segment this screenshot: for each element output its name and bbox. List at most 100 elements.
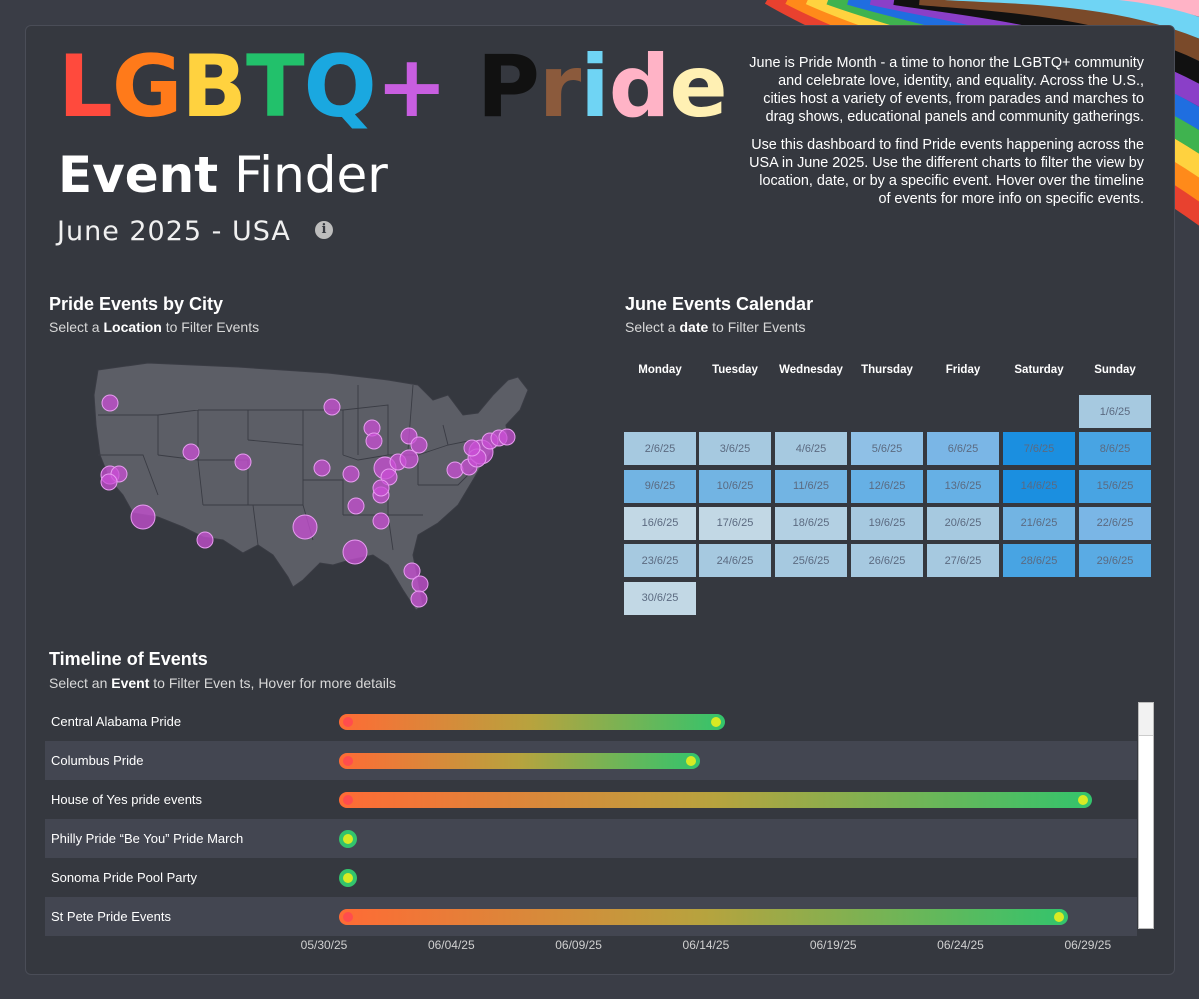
city-event-marker[interactable] — [130, 504, 156, 530]
event-name[interactable]: Columbus Pride — [51, 753, 144, 768]
subtitle-light: Finder — [234, 146, 388, 204]
city-event-marker[interactable] — [313, 459, 331, 477]
city-event-marker[interactable] — [498, 428, 516, 446]
map-sub-post: to Filter Events — [161, 319, 260, 335]
calendar-day-cell[interactable]: 18/6/25 — [775, 506, 847, 540]
timeline-row[interactable]: House of Yes pride events — [45, 780, 1137, 819]
title-letter: B — [181, 37, 247, 137]
title-letter: P — [476, 37, 540, 137]
usa-map[interactable] — [88, 355, 538, 615]
event-duration-bar[interactable] — [339, 792, 1092, 808]
weekday-header: Saturday — [1014, 364, 1064, 376]
dashboard-title: LGBTQ+ Pride — [58, 37, 728, 137]
map-section-title: Pride Events by City — [49, 294, 224, 314]
title-letter: T — [245, 37, 305, 137]
calendar-day-cell[interactable]: 11/6/25 — [775, 469, 847, 503]
city-event-marker[interactable] — [234, 453, 252, 471]
timeline-row[interactable]: Central Alabama Pride — [45, 702, 1137, 741]
timeline-section-title: Timeline of Events — [49, 649, 208, 669]
axis-tick-label: 05/30/25 — [300, 938, 348, 952]
city-event-marker[interactable] — [347, 497, 365, 515]
title-letter — [447, 44, 477, 130]
calendar-day-cell[interactable]: 21/6/25 — [1003, 506, 1075, 540]
calendar-day-cell[interactable]: 24/6/25 — [699, 544, 771, 578]
event-end-dot — [1078, 795, 1088, 805]
city-event-marker[interactable] — [342, 539, 368, 565]
city-event-marker[interactable] — [292, 514, 318, 540]
event-start-dot — [343, 912, 353, 922]
event-name[interactable]: House of Yes pride events — [51, 792, 203, 807]
axis-tick-label: 06/09/25 — [555, 938, 602, 952]
weekday-header: Thursday — [861, 364, 913, 376]
calendar-day-cell[interactable]: 25/6/25 — [775, 544, 847, 578]
timeline-sub-post: to Filter Even ts, Hover for more detail… — [149, 675, 397, 691]
calendar-day-cell[interactable]: 28/6/25 — [1003, 544, 1075, 578]
event-duration-bar[interactable] — [339, 714, 725, 730]
city-event-marker[interactable] — [323, 398, 341, 416]
city-event-marker[interactable] — [411, 575, 429, 593]
event-duration-bar[interactable] — [339, 753, 700, 769]
timeline-row[interactable]: Philly Pride “Be You” Pride March — [45, 819, 1137, 858]
city-event-marker[interactable] — [399, 449, 419, 469]
event-name[interactable]: Central Alabama Pride — [51, 714, 182, 729]
city-event-marker[interactable] — [410, 590, 428, 608]
event-name[interactable]: Sonoma Pride Pool Party — [51, 870, 197, 885]
calendar-day-cell[interactable]: 19/6/25 — [851, 506, 923, 540]
calendar-day-cell[interactable]: 29/6/25 — [1079, 544, 1151, 578]
calendar-day-cell[interactable]: 3/6/25 — [699, 432, 771, 466]
city-event-marker[interactable] — [410, 436, 428, 454]
calendar-sub-post: to Filter Events — [708, 319, 806, 335]
title-letter: L — [58, 37, 113, 137]
calendar-day-cell[interactable]: 1/6/25 — [1079, 395, 1151, 428]
title-letter: r — [538, 37, 581, 137]
calendar-day-cell[interactable]: 6/6/25 — [927, 432, 999, 466]
calendar-day-cell[interactable]: 10/6/25 — [699, 469, 771, 503]
city-event-marker[interactable] — [101, 394, 119, 412]
calendar-day-cell[interactable]: 2/6/25 — [624, 432, 696, 466]
calendar-day-cell[interactable]: 12/6/25 — [851, 469, 923, 503]
calendar-day-cell[interactable]: 16/6/25 — [624, 506, 696, 540]
calendar-day-cell[interactable]: 30/6/25 — [624, 581, 696, 615]
city-event-marker[interactable] — [463, 439, 481, 457]
title-letter: e — [669, 37, 727, 137]
scrollbar-thumb[interactable] — [1139, 703, 1153, 736]
calendar-day-cell[interactable]: 22/6/25 — [1079, 506, 1151, 540]
event-duration-bar[interactable] — [339, 909, 1068, 925]
calendar-day-cell[interactable]: 26/6/25 — [851, 544, 923, 578]
calendar-day-cell[interactable]: 8/6/25 — [1079, 432, 1151, 466]
calendar-day-cell[interactable]: 5/6/25 — [851, 432, 923, 466]
city-event-marker[interactable] — [182, 443, 200, 461]
timeline-row[interactable]: Columbus Pride — [45, 741, 1137, 780]
timeline-scrollbar[interactable] — [1138, 702, 1154, 929]
calendar-day-cell[interactable]: 17/6/25 — [699, 506, 771, 540]
intro-text: June is Pride Month - a time to honor th… — [744, 54, 1144, 218]
title-letter: G — [111, 37, 183, 137]
calendar-day-cell[interactable]: 15/6/25 — [1079, 469, 1151, 503]
event-name[interactable]: Philly Pride “Be You” Pride March — [51, 831, 244, 846]
calendar-day-cell[interactable]: 20/6/25 — [927, 506, 999, 540]
calendar-day-cell[interactable]: 4/6/25 — [775, 432, 847, 466]
calendar-day-cell[interactable]: 9/6/25 — [624, 469, 696, 503]
calendar-day-cell[interactable]: 13/6/25 — [927, 469, 999, 503]
event-end-dot — [710, 717, 721, 727]
calendar-day-cell[interactable]: 7/6/25 — [1003, 432, 1075, 466]
info-icon[interactable]: i — [315, 221, 333, 239]
title-letter: d — [608, 37, 671, 137]
city-event-marker[interactable] — [403, 562, 421, 580]
event-name[interactable]: St Pete Pride Events — [51, 909, 171, 924]
calendar-day-cell[interactable]: 23/6/25 — [624, 544, 696, 578]
city-event-marker[interactable] — [365, 432, 383, 450]
timeline-row[interactable]: Sonoma Pride Pool Party — [45, 858, 1137, 897]
city-event-marker[interactable] — [446, 461, 464, 479]
city-event-marker[interactable] — [100, 473, 118, 491]
city-event-marker[interactable] — [372, 479, 390, 497]
calendar-day-cell[interactable]: 14/6/25 — [1003, 469, 1075, 503]
city-event-marker[interactable] — [372, 512, 390, 530]
city-event-marker[interactable] — [196, 531, 214, 549]
single-day-event-marker[interactable] — [339, 830, 357, 848]
calendar-sub-bold: date — [679, 319, 709, 335]
single-day-event-marker[interactable] — [339, 869, 357, 887]
city-event-marker[interactable] — [342, 465, 360, 483]
calendar-day-cell[interactable]: 27/6/25 — [927, 544, 999, 578]
timeline-row[interactable]: St Pete Pride Events — [45, 897, 1137, 936]
